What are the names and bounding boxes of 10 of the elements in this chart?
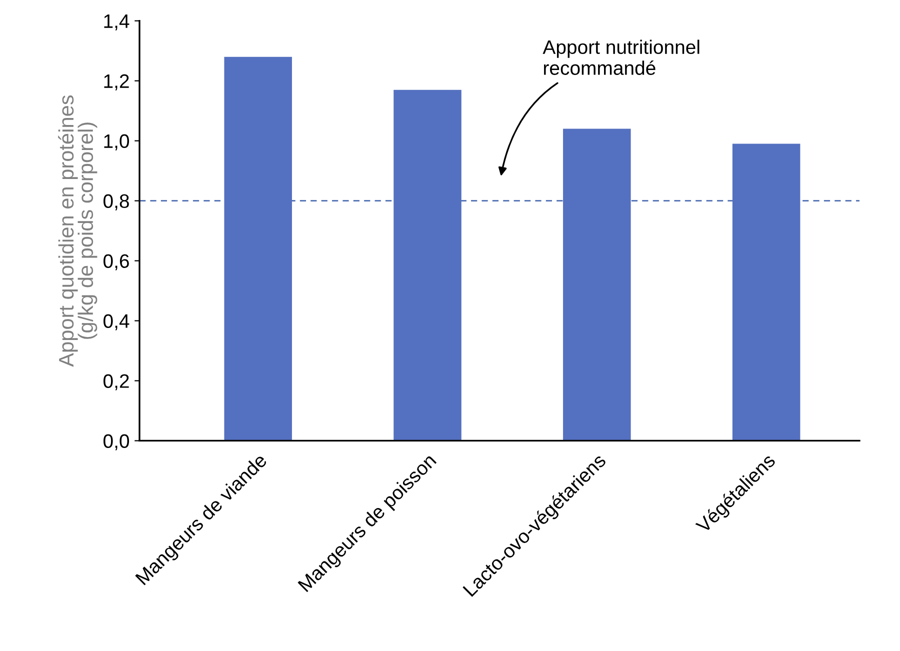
- y-tick-label: 1,0: [104, 134, 130, 150]
- y-tick-label: 0,8: [104, 194, 129, 210]
- y-tick-label: 1,4: [104, 14, 130, 30]
- y-axis-title: Apport quotidien en protéines (g/kg de poids corporel): [58, 95, 98, 367]
- y-tick-label: 1,2: [104, 74, 129, 90]
- y-tick-label: 0,0: [104, 434, 130, 450]
- y-tick-label: 0,6: [104, 254, 129, 270]
- y-tick-label: 0,2: [104, 374, 129, 390]
- annotation: Apport nutritionnel recommandé: [542, 40, 700, 75]
- y-tick-label: 0,4: [104, 314, 130, 330]
